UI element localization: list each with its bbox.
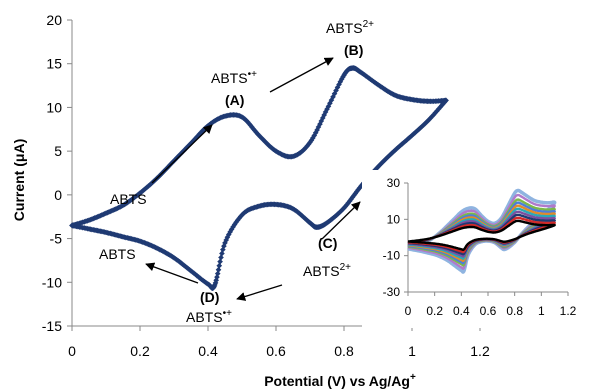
- annotation-label: (B): [344, 42, 363, 58]
- x-tick-label: 0.2: [130, 343, 150, 359]
- annotation-label: ABTS•+: [211, 69, 257, 86]
- cv-data-point: [215, 266, 222, 273]
- annotation-arrow: [321, 201, 361, 240]
- cv-data-point: [219, 250, 225, 257]
- x-tick-label: 0.4: [198, 343, 218, 359]
- annotation-arrow: [236, 284, 283, 301]
- y-tick-label: 10: [46, 99, 62, 115]
- inset-x-tick-label: 1: [538, 304, 545, 318]
- inset-y-tick-label: 30: [387, 176, 401, 190]
- inset-background: [362, 170, 594, 328]
- y-tick-label: 20: [46, 12, 62, 28]
- y-tick-label: -5: [50, 231, 63, 247]
- y-tick-label: -15: [42, 318, 62, 334]
- annotation-label: ABTS2+: [326, 19, 374, 36]
- annotation-label: ABTS•+: [186, 308, 232, 325]
- y-tick-label: 0: [54, 187, 62, 203]
- y-axis-label: Current (μA): [11, 139, 27, 221]
- y-tick-label: 15: [46, 56, 62, 72]
- inset-x-tick-label: 1.2: [560, 304, 577, 318]
- annotation-arrows: [145, 57, 361, 301]
- annotation-arrow: [269, 57, 334, 93]
- y-tick-label: 5: [54, 143, 62, 159]
- cv-data-point: [217, 258, 223, 265]
- x-axis-label-sup: +: [410, 372, 416, 383]
- x-tick-label: 0.6: [266, 343, 286, 359]
- annotation-label: (C): [318, 235, 337, 251]
- inset-chart: 30 10 -10 -30 0 0.2 0.4 0.6 0.8 1 1.2: [362, 170, 594, 328]
- inset-x-tick-label: 0.8: [506, 304, 523, 318]
- x-tick-label: 0: [68, 343, 76, 359]
- annotations: ABTS•+ (A) ABTS2+ (B) ABTS (C) ABTS2+ ABTS (D) AB…: [99, 19, 374, 325]
- cv-data-point: [218, 254, 224, 261]
- x-tick-label: 1.2: [470, 343, 490, 359]
- annotation-label: ABTS: [99, 246, 136, 262]
- cv-data-point: [254, 131, 261, 137]
- inset-cv-curve: [407, 219, 556, 251]
- x-tick-label: 0.8: [334, 343, 354, 359]
- inset-x-tick-label: 0.2: [426, 304, 443, 318]
- y-tick-label: -10: [42, 274, 62, 290]
- x-tick-label: 1: [408, 343, 416, 359]
- annotation-label: (D): [200, 289, 219, 305]
- annotation-arrow: [145, 262, 199, 284]
- main-tick-labels: 20 15 10 5 0 -5 -10 -15 0 0.2 0.4 0.6 0.8 1 1.2: [42, 12, 490, 359]
- annotation-label: (A): [225, 92, 244, 108]
- inset-x-tick-label: 0: [405, 304, 412, 318]
- cv-data-point: [220, 246, 226, 253]
- annotation-label: ABTS: [110, 191, 147, 207]
- inset-x-tick-label: 0.4: [453, 304, 470, 318]
- inset-y-tick-label: -10: [383, 249, 401, 263]
- inset-y-tick-label: -30: [383, 285, 401, 299]
- annotation-label: ABTS2+: [303, 262, 351, 279]
- inset-x-tick-label: 0.6: [480, 304, 497, 318]
- annotation-arrow: [151, 124, 213, 184]
- cv-data-point: [69, 222, 75, 229]
- inset-y-tick-label: 10: [387, 212, 401, 226]
- x-axis-label: Potential (V) vs Ag/Ag+: [264, 372, 416, 389]
